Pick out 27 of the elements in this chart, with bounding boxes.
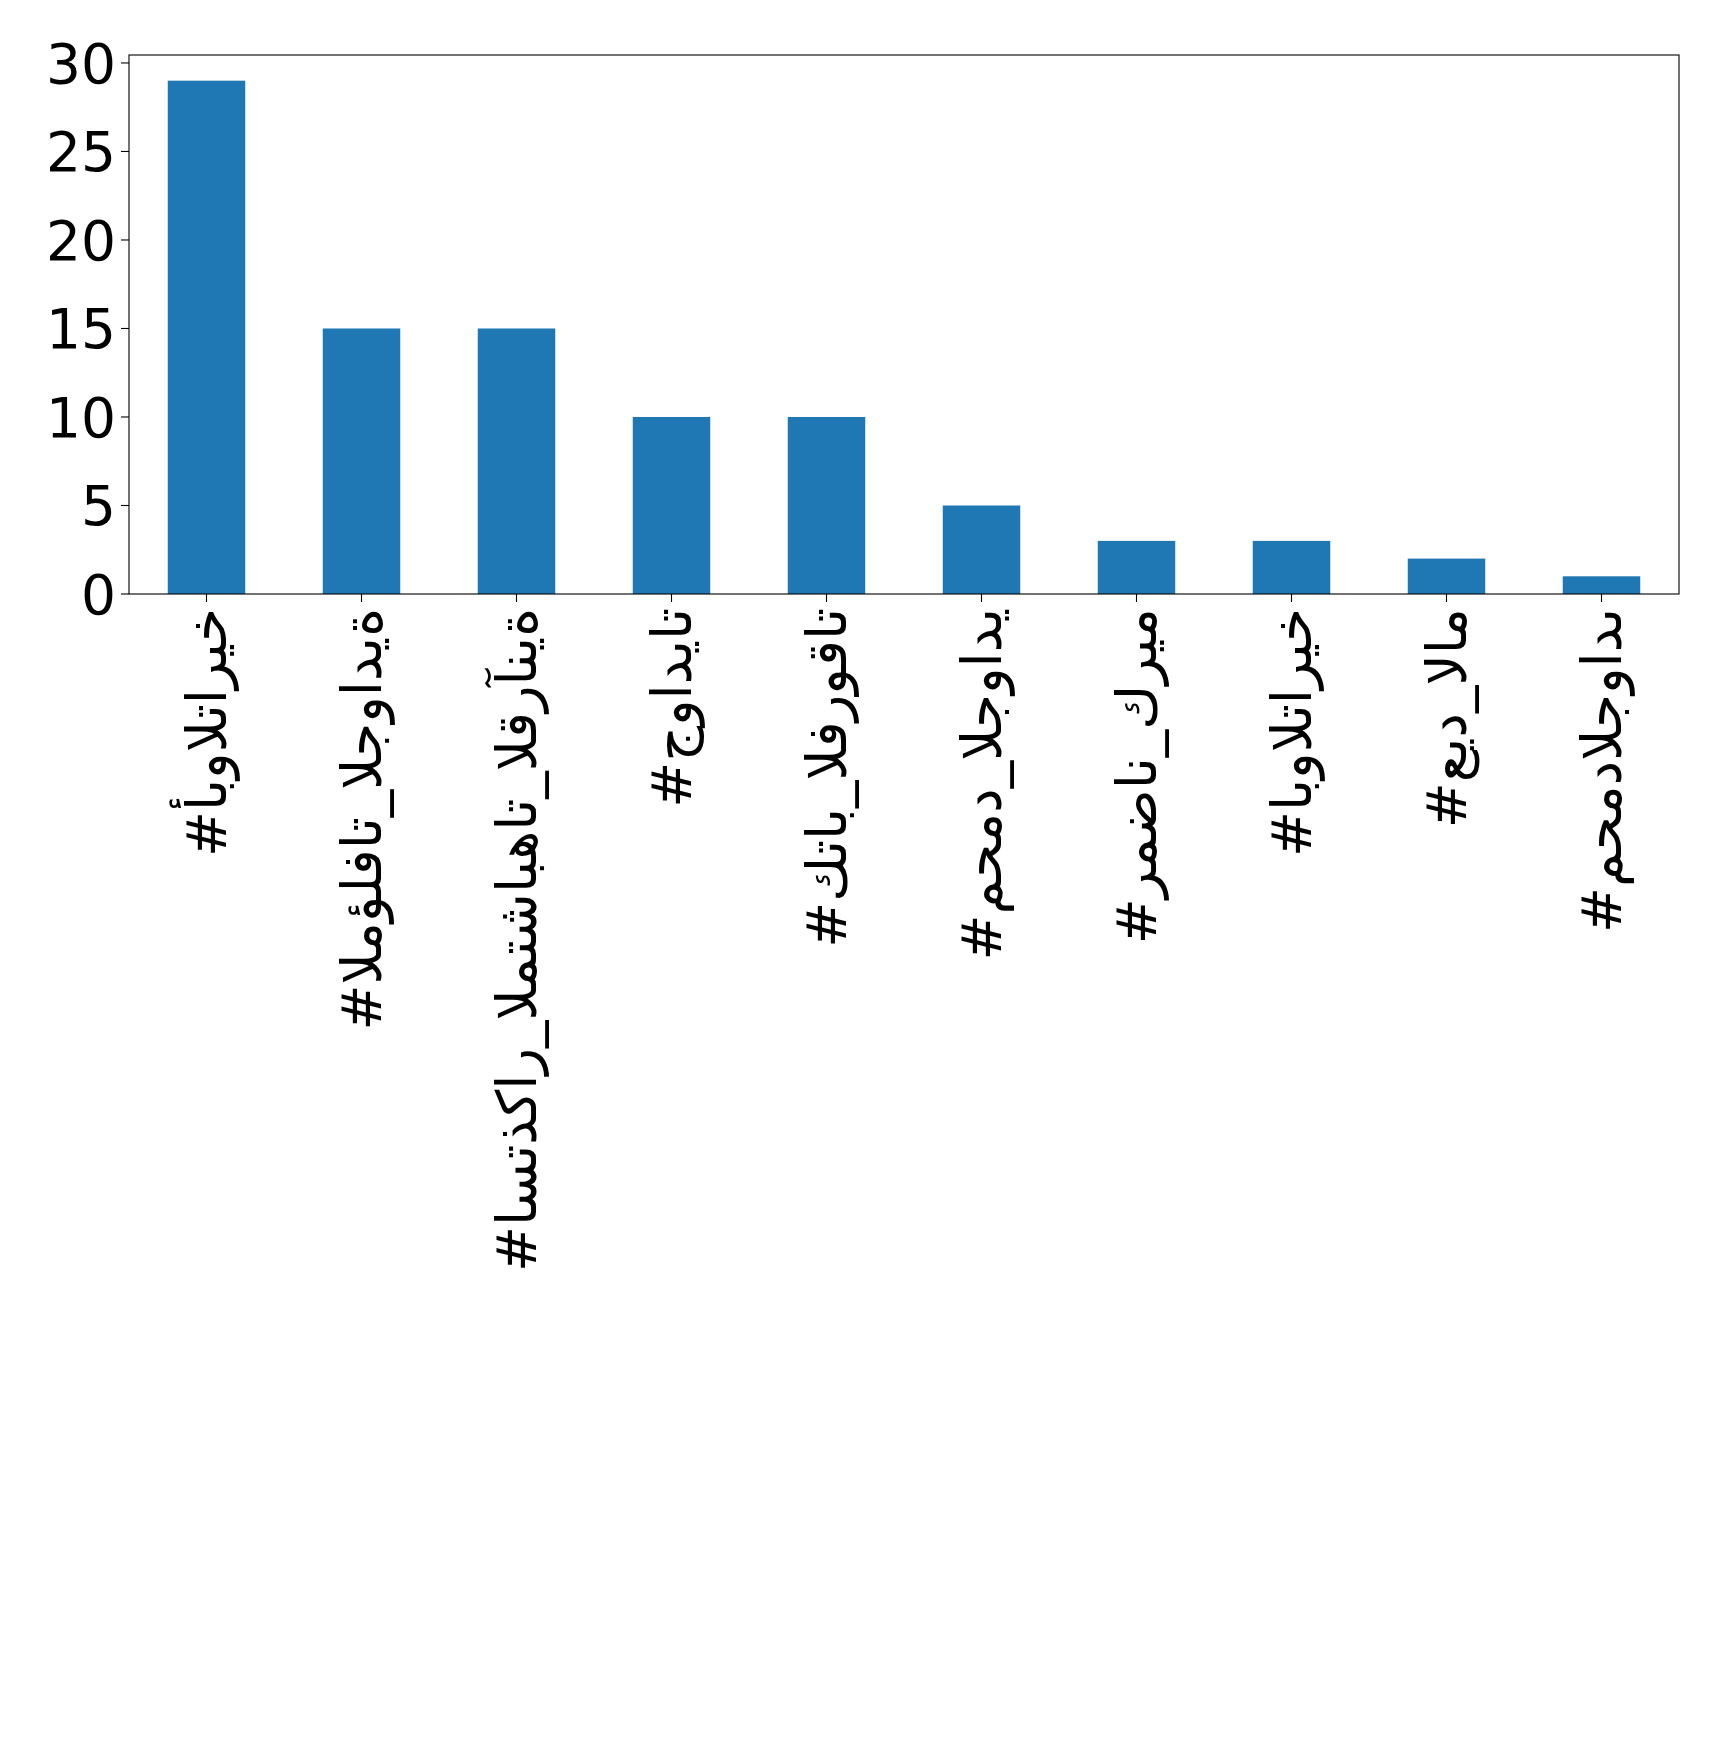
bar bbox=[787, 416, 866, 594]
y-tick-label: 30 bbox=[46, 31, 116, 96]
y-tick-label: 5 bbox=[81, 474, 116, 539]
x-tick-label: #محمد_الجوادي bbox=[950, 608, 1016, 961]
bar bbox=[632, 416, 711, 594]
x-tick-label: #ابوالتاريخ bbox=[1260, 608, 1326, 858]
y-tick-label: 0 bbox=[81, 562, 116, 627]
x-tick-label: #عيد_الام bbox=[1415, 608, 1481, 829]
x-tick-label: #المؤلفات_الجوادية bbox=[330, 608, 396, 1031]
bar bbox=[322, 328, 401, 594]
x-tick-label: #محمدالجوادى bbox=[1570, 608, 1636, 933]
bar bbox=[1407, 558, 1486, 594]
x-tick-label: #أبوالتاريخ bbox=[169, 608, 241, 858]
bar bbox=[477, 328, 556, 594]
y-tick-label: 25 bbox=[46, 120, 116, 185]
bar bbox=[167, 80, 246, 594]
bar bbox=[942, 505, 1021, 594]
x-tick-label: #استذكار_المتشابهات_القرآنية bbox=[484, 608, 550, 1272]
x-tick-label: #رمضان_كريم bbox=[1105, 608, 1170, 945]
y-tick-label: 10 bbox=[46, 385, 116, 450]
bar bbox=[1252, 540, 1331, 594]
y-tick-label: 15 bbox=[46, 297, 116, 362]
bar bbox=[1562, 576, 1641, 594]
x-tick-label: #جواديات bbox=[640, 608, 706, 808]
bar bbox=[1097, 540, 1176, 594]
x-tick-label: #كتاب_الفروقات bbox=[795, 608, 860, 948]
y-tick-label: 20 bbox=[46, 208, 116, 273]
